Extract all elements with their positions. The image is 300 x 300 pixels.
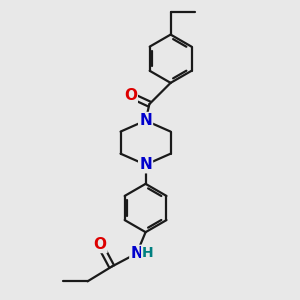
Text: N: N: [139, 113, 152, 128]
Text: O: O: [124, 88, 137, 103]
Text: N: N: [139, 157, 152, 172]
Text: N: N: [130, 246, 143, 261]
Text: H: H: [142, 246, 154, 260]
Text: O: O: [93, 237, 106, 252]
